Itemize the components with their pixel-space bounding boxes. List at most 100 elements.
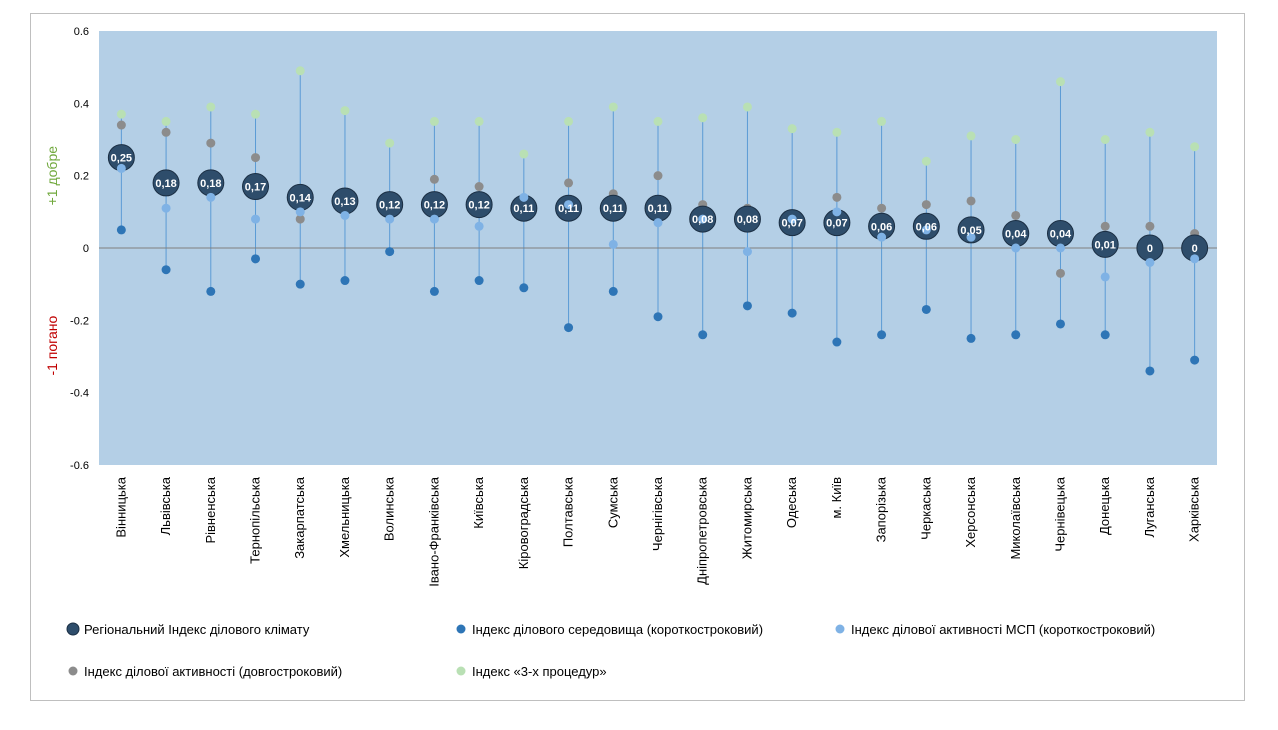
- longterm-activity-point: [429, 174, 439, 184]
- procedures-index-point: [832, 127, 842, 137]
- sme-activity-point: [653, 218, 663, 228]
- longterm-activity-point: [921, 200, 931, 210]
- legend-label: Індекс ділової активності (довгострокови…: [84, 664, 342, 679]
- category-label: Рівненська: [203, 476, 218, 543]
- sme-activity-point: [742, 247, 752, 257]
- sme-activity-point: [966, 232, 976, 242]
- sme-activity-point: [474, 221, 484, 231]
- category-label: Луганська: [1142, 476, 1157, 537]
- procedures-index-point: [787, 124, 797, 134]
- sme-activity-point: [832, 207, 842, 217]
- regional-index-point: [1091, 230, 1119, 258]
- regional-index-point: [733, 205, 761, 233]
- env-index-point: [608, 286, 618, 296]
- category-label: Житомирська: [739, 476, 754, 559]
- category-label: Харківська: [1187, 476, 1202, 542]
- regional-index-label: 0,13: [334, 196, 355, 208]
- sme-activity-point: [429, 214, 439, 224]
- env-index-point: [519, 283, 529, 293]
- procedures-index-point: [295, 66, 305, 76]
- env-index-point: [429, 286, 439, 296]
- category-label: Миколаївська: [1008, 476, 1023, 559]
- legend-marker: [66, 622, 80, 636]
- sme-activity-point: [1100, 272, 1110, 282]
- env-index-point: [1100, 330, 1110, 340]
- procedures-index-point: [1055, 77, 1065, 87]
- env-index-point: [161, 265, 171, 275]
- procedures-index-point: [161, 116, 171, 126]
- category-label: Запорізька: [874, 476, 889, 542]
- sme-activity-point: [1011, 243, 1021, 253]
- regional-index-label: 0,07: [826, 218, 847, 230]
- category-label: Київська: [471, 476, 486, 528]
- category-label: Львівська: [158, 476, 173, 535]
- env-index-point: [206, 286, 216, 296]
- regional-index-label: 0,12: [468, 200, 489, 212]
- sme-activity-point: [206, 192, 216, 202]
- regional-index-point: [599, 194, 627, 222]
- env-index-point: [340, 276, 350, 286]
- env-index-point: [1011, 330, 1021, 340]
- longterm-activity-point: [832, 192, 842, 202]
- longterm-activity-point: [1011, 210, 1021, 220]
- legend: Регіональний Індекс ділового клімату Інде…: [66, 622, 1155, 679]
- regional-index-label: 0,05: [960, 225, 981, 237]
- regional-index-label: 0,25: [111, 153, 132, 165]
- regional-index-point: [465, 191, 493, 219]
- category-label: м. Київ: [829, 477, 844, 519]
- procedures-index-point: [921, 156, 931, 166]
- category-label: Дніпропетровська: [695, 476, 710, 585]
- regional-index-point: [152, 169, 180, 197]
- y-axis-ticks: 0.6 0.4 0.2 0 -0.2 -0.4 -0.6: [70, 26, 89, 472]
- longterm-activity-point: [116, 120, 126, 130]
- y-tick-label: 0.6: [74, 26, 89, 38]
- y-tick-label: -0.6: [70, 460, 89, 472]
- sme-activity-point: [1055, 243, 1065, 253]
- category-label: Донецька: [1097, 476, 1112, 535]
- sme-activity-point: [608, 239, 618, 249]
- procedures-index-point: [698, 113, 708, 123]
- env-index-point: [787, 308, 797, 318]
- env-index-point: [564, 323, 574, 333]
- env-index-point: [385, 247, 395, 257]
- category-label: Одеська: [784, 476, 799, 528]
- env-index-point: [1145, 366, 1155, 376]
- regional-index-label: 0,14: [290, 192, 312, 204]
- legend-marker: [68, 666, 78, 676]
- sme-activity-point: [787, 214, 797, 224]
- regional-index-label: 0,08: [692, 214, 713, 226]
- category-label: Чернівецька: [1052, 476, 1067, 551]
- sme-activity-point: [877, 232, 887, 242]
- regional-index-label: 0,04: [1050, 229, 1072, 241]
- env-index-point: [295, 279, 305, 289]
- regional-index-label: 0,18: [200, 178, 221, 190]
- regional-index-label: 0,04: [1005, 229, 1027, 241]
- env-index-point: [116, 225, 126, 235]
- procedures-index-point: [206, 102, 216, 112]
- env-index-point: [966, 333, 976, 343]
- sme-activity-point: [295, 207, 305, 217]
- longterm-activity-point: [206, 138, 216, 148]
- longterm-activity-point: [161, 127, 171, 137]
- chart-svg: 0,25 0,18 0,18 0,17 0,14 0,13 0,12 0,12 0,12 0,11…: [44, 26, 1217, 679]
- regional-index-label: 0,07: [781, 218, 802, 230]
- legend-marker: [456, 666, 466, 676]
- regional-index-label: 0,11: [648, 203, 669, 215]
- category-label: Херсонська: [963, 476, 978, 547]
- procedures-index-point: [742, 102, 752, 112]
- longterm-activity-point: [251, 153, 261, 163]
- env-index-point: [474, 276, 484, 286]
- sme-activity-point: [519, 192, 529, 202]
- longterm-activity-point: [1145, 221, 1155, 231]
- regional-index-label: 0,11: [513, 203, 534, 215]
- category-label: Черкаська: [918, 476, 933, 540]
- legend-label: Індекс ділової активності МСП (короткост…: [851, 622, 1155, 637]
- procedures-index-point: [251, 109, 261, 119]
- procedures-index-point: [1011, 135, 1021, 144]
- longterm-activity-point: [966, 196, 976, 206]
- regional-index-label: 0,12: [424, 200, 445, 212]
- procedures-index-point: [1190, 142, 1200, 152]
- category-label: Тернопільська: [248, 476, 263, 564]
- env-index-point: [1055, 319, 1065, 329]
- legend-label: Регіональний Індекс ділового клімату: [84, 622, 310, 637]
